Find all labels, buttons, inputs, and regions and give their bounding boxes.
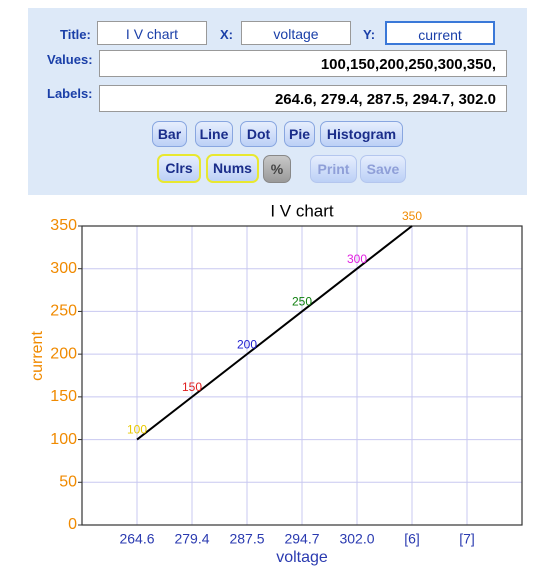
numbers-toggle[interactable]: Nums — [206, 154, 259, 183]
x-input[interactable]: voltage — [241, 21, 351, 45]
values-input[interactable]: 100,150,200,250,300,350, — [99, 50, 507, 77]
data-line — [136, 225, 413, 441]
control-panel: Title: I V chart X: voltage Y: current V… — [28, 8, 527, 195]
title-input[interactable]: I V chart — [97, 21, 207, 45]
x-tick-label: [7] — [459, 531, 475, 547]
y-tick-label: 250 — [50, 303, 77, 320]
x-tick-label: [6] — [404, 531, 420, 547]
pie-button[interactable]: Pie — [284, 121, 315, 147]
labels-input[interactable]: 264.6, 279.4, 287.5, 294.7, 302.0 — [99, 85, 507, 112]
y-input[interactable]: current — [385, 21, 495, 45]
percent-toggle[interactable]: % — [263, 155, 291, 183]
y-tick-label: 150 — [50, 388, 77, 405]
data-label: 300 — [347, 252, 367, 266]
x-label: X: — [220, 27, 233, 42]
y-tick-label: 200 — [50, 345, 77, 362]
y-tick-label: 350 — [50, 217, 77, 234]
save-button[interactable]: Save — [360, 155, 406, 183]
bar-button[interactable]: Bar — [152, 121, 187, 147]
x-tick-label: 279.4 — [174, 531, 209, 547]
histogram-button[interactable]: Histogram — [320, 121, 403, 147]
x-tick-label: 302.0 — [339, 531, 374, 547]
title-label: Title: — [60, 27, 91, 42]
x-tick-label: 264.6 — [119, 531, 154, 547]
y-tick-label: 0 — [68, 516, 77, 533]
colors-toggle[interactable]: Clrs — [157, 154, 201, 183]
chart-title: I V chart — [270, 201, 334, 220]
labels-label: Labels: — [47, 86, 93, 101]
data-label: 100 — [127, 423, 147, 437]
x-axis-label: voltage — [276, 549, 328, 566]
print-button[interactable]: Print — [310, 155, 357, 183]
data-label: 150 — [182, 380, 202, 394]
x-tick-label: 294.7 — [284, 531, 319, 547]
line-button[interactable]: Line — [195, 121, 233, 147]
plot-frame — [81, 225, 523, 526]
y-tick-label: 100 — [50, 431, 77, 448]
data-label: 250 — [292, 295, 312, 309]
values-label: Values: — [47, 52, 93, 67]
y-tick-label: 300 — [50, 260, 77, 277]
data-label: 200 — [237, 337, 257, 351]
dot-button[interactable]: Dot — [240, 121, 277, 147]
y-label: Y: — [363, 27, 376, 42]
data-label: 350 — [402, 209, 422, 223]
y-tick-label: 50 — [59, 474, 77, 491]
y-axis-label: current — [29, 331, 46, 381]
x-tick-label: 287.5 — [229, 531, 264, 547]
